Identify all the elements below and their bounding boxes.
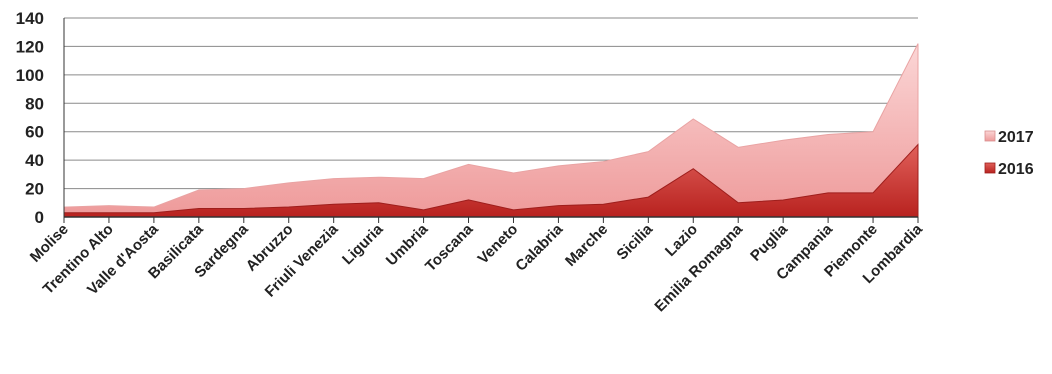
series-2017-area bbox=[63, 43, 919, 218]
x-tick-label: Sicilia bbox=[613, 220, 656, 263]
legend-swatch-2017 bbox=[984, 130, 996, 142]
x-tick-label: Puglia bbox=[747, 220, 791, 264]
x-tick-label: Lazio bbox=[662, 221, 701, 260]
x-tick-label: Marche bbox=[562, 221, 611, 270]
series-2016-area bbox=[63, 143, 919, 218]
y-tick-label: 80 bbox=[25, 94, 44, 113]
legend-label-2016: 2016 bbox=[998, 161, 1034, 178]
y-tick-label: 20 bbox=[25, 180, 44, 199]
y-tick-label: 140 bbox=[16, 9, 44, 28]
x-tick-label: Liguria bbox=[339, 220, 387, 268]
x-tick-label: Toscana bbox=[422, 220, 477, 275]
legend-swatch-2016 bbox=[984, 162, 996, 174]
y-tick-label: 100 bbox=[16, 66, 44, 85]
y-tick-label: 60 bbox=[25, 123, 44, 142]
x-tick-label: Calabria bbox=[512, 220, 566, 274]
x-tick-label: Molise bbox=[27, 221, 72, 266]
y-tick-label: 40 bbox=[25, 151, 44, 170]
y-tick-label: 120 bbox=[16, 37, 44, 56]
legend-label-2017: 2017 bbox=[998, 129, 1034, 146]
y-tick-label: 0 bbox=[35, 208, 44, 227]
